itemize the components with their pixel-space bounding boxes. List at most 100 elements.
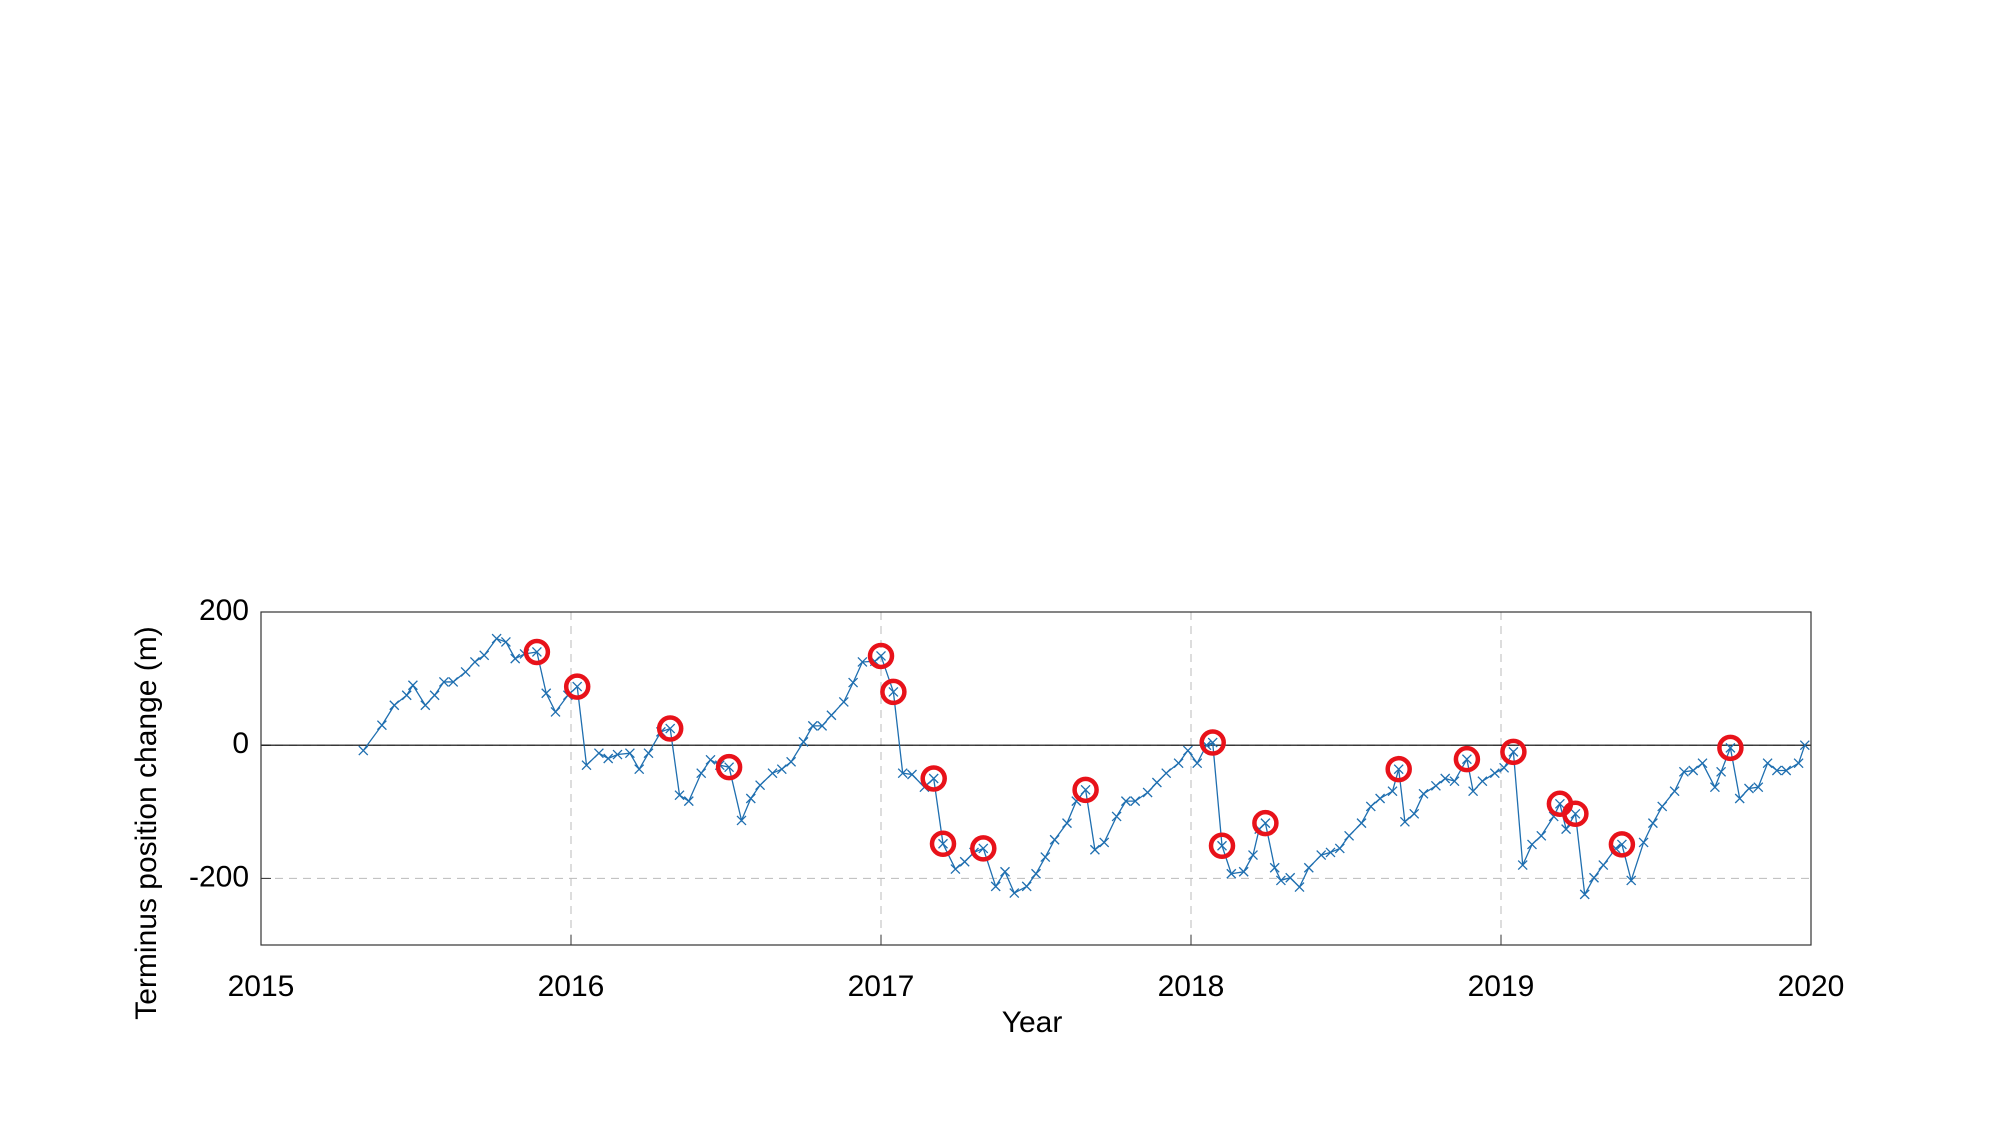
marker: [420, 700, 431, 711]
marker: [1375, 793, 1386, 804]
marker: [479, 650, 490, 661]
x-tick-label: 2015: [228, 970, 295, 1003]
marker: [978, 843, 989, 854]
highlight-circle: [1072, 776, 1099, 804]
highlight-circle: [523, 638, 551, 666]
marker: [1716, 766, 1727, 777]
marker: [1799, 740, 1810, 751]
marker: [429, 690, 440, 701]
marker: [1226, 868, 1237, 879]
highlight-circle: [1208, 832, 1236, 860]
marker: [1508, 746, 1519, 757]
marker: [1238, 866, 1249, 877]
highlight-circle: [1453, 745, 1481, 773]
marker: [767, 768, 778, 779]
marker: [838, 696, 849, 707]
marker: [1182, 745, 1193, 756]
marker: [1217, 840, 1227, 851]
marker: [389, 700, 400, 711]
marker: [857, 656, 868, 667]
marker: [1762, 758, 1773, 769]
marker: [1009, 888, 1020, 899]
marker: [1570, 808, 1581, 819]
marker: [358, 745, 369, 756]
marker: [1316, 850, 1327, 861]
marker: [603, 753, 614, 764]
marker: [376, 720, 387, 731]
marker: [1477, 776, 1488, 787]
x-axis-label: Year: [1002, 1006, 1063, 1039]
marker: [1151, 777, 1162, 788]
marker: [491, 633, 502, 644]
marker: [1793, 758, 1804, 769]
highlight-circle: [970, 835, 997, 862]
marker: [959, 856, 970, 867]
highlight-circle: [920, 765, 947, 792]
x-tick-label: 2019: [1468, 970, 1535, 1003]
marker: [1561, 824, 1572, 835]
marker: [1688, 765, 1699, 776]
marker: [1111, 811, 1122, 822]
marker: [634, 764, 645, 775]
marker: [696, 768, 707, 779]
marker: [1099, 837, 1110, 848]
y-tick-label: 200: [199, 594, 249, 627]
marker: [1781, 765, 1792, 776]
marker: [928, 773, 939, 784]
y-tick-label: 0: [232, 727, 249, 760]
marker: [1499, 762, 1510, 773]
marker: [1616, 839, 1627, 850]
marker: [1161, 768, 1172, 779]
marker: [848, 677, 859, 688]
highlight-circle: [715, 753, 743, 781]
marker: [724, 762, 735, 773]
marker: [1040, 852, 1051, 863]
marker: [1000, 866, 1010, 877]
marker: [1393, 764, 1404, 775]
marker: [1517, 860, 1528, 871]
plot-frame: [260, 611, 1812, 946]
marker: [1303, 862, 1314, 873]
marker: [1142, 787, 1153, 798]
marker: [807, 720, 818, 731]
marker: [1269, 862, 1280, 873]
marker: [1294, 882, 1305, 893]
marker: [1468, 786, 1479, 797]
marker: [510, 653, 521, 664]
marker: [572, 681, 583, 692]
marker: [612, 749, 623, 760]
marker: [1285, 872, 1296, 883]
marker: [826, 710, 837, 721]
marker: [1753, 782, 1764, 793]
marker: [1344, 830, 1355, 841]
marker: [745, 793, 756, 804]
marker: [1638, 837, 1649, 848]
marker: [593, 748, 604, 759]
highlight-circle: [867, 642, 895, 670]
marker: [1527, 839, 1537, 850]
marker: [1744, 783, 1754, 794]
marker: [1062, 818, 1072, 829]
marker: [1325, 847, 1336, 858]
marker: [1771, 765, 1782, 776]
marker: [1334, 843, 1345, 854]
x-tick-label: 2016: [538, 970, 605, 1003]
highlight-circle: [1562, 800, 1589, 828]
x-tick-label: 2017: [848, 970, 915, 1003]
marker: [448, 676, 459, 687]
marker: [1387, 786, 1398, 797]
marker: [1734, 793, 1745, 804]
marker: [1449, 776, 1460, 787]
highlight-circle: [1608, 831, 1636, 858]
marker: [674, 790, 685, 801]
marker: [1207, 737, 1218, 748]
marker: [786, 756, 797, 767]
highlight-circle: [656, 715, 684, 742]
marker: [817, 720, 828, 731]
x-tick-label: 2020: [1778, 970, 1845, 1003]
marker: [1130, 796, 1141, 807]
marker: [683, 796, 694, 807]
marker: [1598, 860, 1609, 871]
marker: [1709, 782, 1720, 793]
